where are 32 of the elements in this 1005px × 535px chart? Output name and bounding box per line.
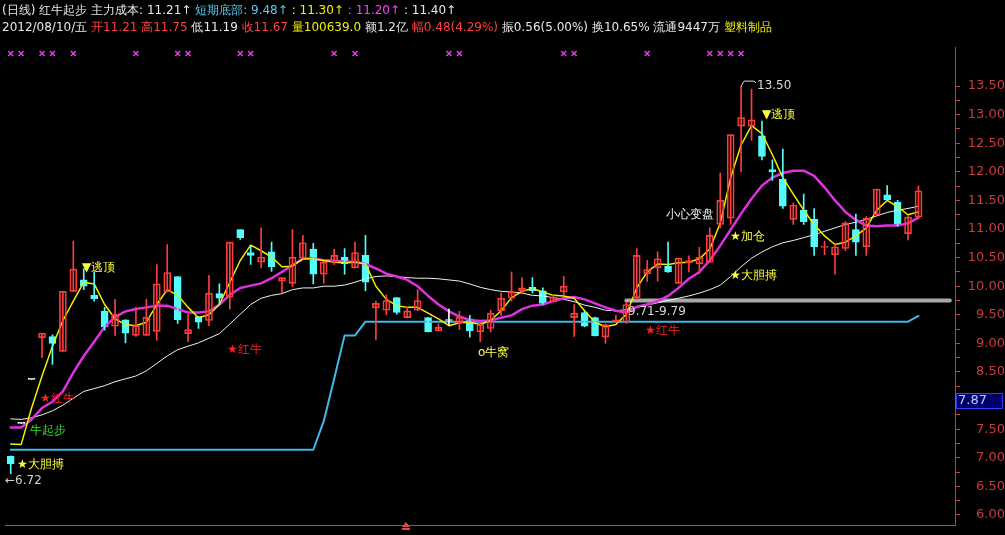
annotation: ★红牛: [227, 342, 262, 357]
text: 2012/08/10/五 开11.21 高11.75 低11.19 收11.67 量100639.0 额1.2亿 幅0.48(4.29%) 振0.56(5.00%) 换10.65% 流通9447万 塑料制品: [2, 20, 772, 34]
annotation: o牛窝: [478, 345, 510, 360]
text: 7.87: [958, 392, 987, 408]
annotation: ▼逃顶: [762, 107, 796, 122]
annotation: 小心变盘: [666, 207, 714, 222]
y-tick-label: 11.50: [967, 191, 1005, 207]
annotation: 13.50: [757, 78, 792, 93]
y-tick-label: 11.00: [967, 220, 1005, 236]
y-tick-label: 7.00: [976, 449, 1005, 465]
annotation: ★加仓: [730, 229, 765, 244]
y-tick-label: 7.50: [976, 420, 1005, 436]
y-tick-label: 10.00: [967, 277, 1005, 293]
y-tick-label: 13.50: [967, 77, 1005, 93]
annotation: ★大胆搏: [17, 457, 64, 472]
annotation: 牛起步: [30, 423, 66, 438]
annotation: ←6.72: [5, 473, 42, 488]
annotation: ★大胆搏: [730, 268, 777, 283]
annotation: ★红牛: [645, 323, 680, 338]
y-tick-label: 9.50: [976, 306, 1005, 322]
annotation: ▼逃顶: [82, 260, 116, 275]
y-tick-label: 8.50: [976, 363, 1005, 379]
chart-title: (日线) 红牛起步 主力成本: 11.21↑ 短期底部: 9.48↑ : 11.30↑ : 11.20↑ : 11.40↑: [2, 3, 457, 17]
y-tick-label: 12.00: [967, 163, 1005, 179]
y-tick-label: 10.50: [967, 249, 1005, 264]
candlestick: [59, 291, 67, 352]
y-tick-label: 12.50: [967, 134, 1005, 150]
y-tick-label: 6.50: [976, 477, 1005, 493]
candlestick: [872, 188, 881, 216]
y-tick-label: 6.00: [976, 506, 1005, 522]
y-tick-label: 13.00: [967, 106, 1005, 122]
y-tick-label: 9.00: [976, 334, 1005, 350]
